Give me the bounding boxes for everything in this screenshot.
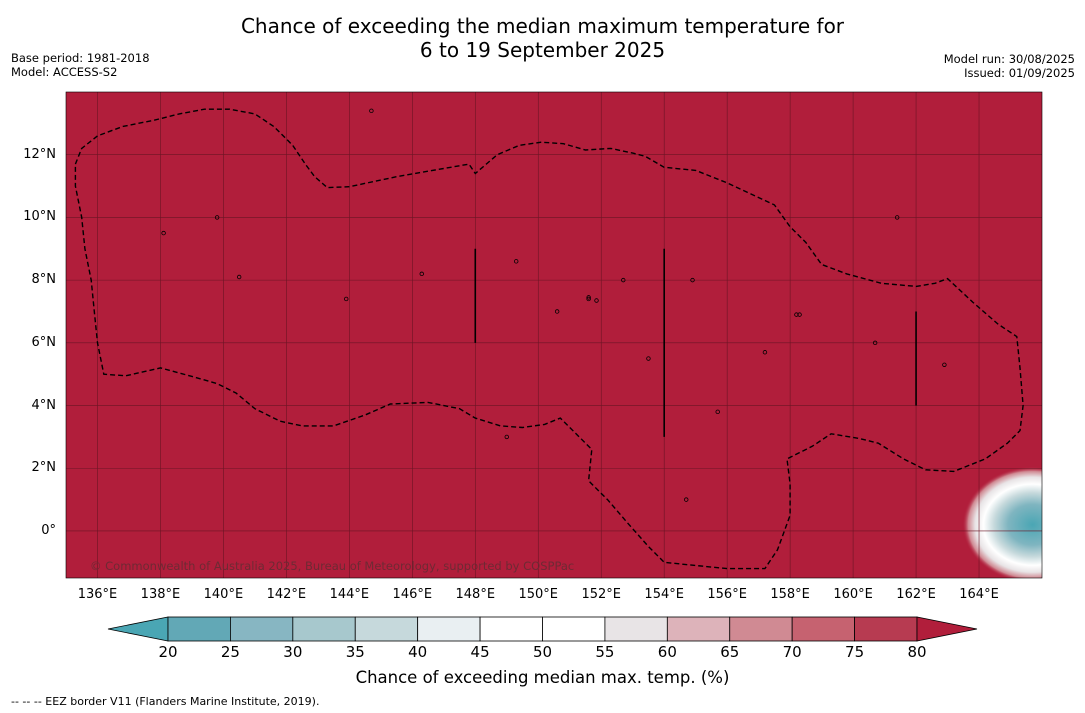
colorbar-tick-label: 80 bbox=[907, 643, 927, 661]
x-tick-label: 140°E bbox=[203, 587, 244, 602]
colorbar-tick-label: 70 bbox=[782, 643, 802, 661]
colorbar-bin bbox=[354, 616, 419, 642]
colorbar-tick-label: 65 bbox=[720, 643, 740, 661]
base-period-text: Base period: 1981-2018 bbox=[11, 51, 150, 65]
footer-eez-note: -- -- -- EEZ border V11 (Flanders Marine… bbox=[11, 695, 320, 708]
island-outline bbox=[621, 277, 626, 283]
x-tick-label: 142°E bbox=[266, 587, 307, 602]
island-outline bbox=[419, 271, 424, 277]
colorbar-bin bbox=[230, 616, 294, 642]
colorbar-bin bbox=[292, 616, 356, 642]
island-outline bbox=[214, 215, 220, 220]
x-tick-label: 164°E bbox=[959, 587, 999, 602]
colorbar-tick-label: 25 bbox=[220, 643, 240, 661]
colorbar-bin bbox=[854, 616, 918, 642]
island-outline bbox=[715, 409, 720, 415]
colorbar-tick-label: 75 bbox=[845, 643, 865, 661]
island-outline bbox=[554, 309, 560, 314]
y-tick-label: 8°N bbox=[31, 272, 57, 288]
graticule bbox=[66, 92, 1042, 578]
colorbar-bin bbox=[666, 616, 731, 642]
island-outline bbox=[797, 312, 802, 317]
island-outline bbox=[586, 296, 591, 302]
colorbar-bin bbox=[791, 616, 855, 642]
island-outline bbox=[942, 362, 947, 367]
island-outline bbox=[344, 296, 349, 302]
colorbar-below-arrow bbox=[107, 616, 169, 642]
colorbar-label: Chance of exceeding median max. temp. (%… bbox=[355, 668, 730, 687]
colorbar-tick-label: 30 bbox=[283, 643, 303, 661]
x-tick-label: 138°E bbox=[140, 587, 181, 602]
colorbar-bin bbox=[604, 616, 668, 642]
cool-anomaly-region bbox=[962, 466, 1042, 578]
colorbar-above-arrow bbox=[916, 616, 978, 642]
meta-left: Base period: 1981-2018 Model: ACCESS-S2 bbox=[11, 51, 150, 79]
coastlines bbox=[161, 108, 947, 502]
y-tick-label: 10°N bbox=[23, 209, 56, 225]
colorbar-tick-label: 60 bbox=[657, 643, 677, 661]
x-tick-label: 162°E bbox=[896, 587, 936, 602]
colorbar-tick-label: 20 bbox=[158, 643, 178, 661]
issued-text: Issued: 01/09/2025 bbox=[964, 66, 1075, 80]
island-outline bbox=[504, 434, 509, 440]
island-outline bbox=[586, 295, 591, 300]
x-tick-label: 146°E bbox=[392, 587, 433, 602]
y-tick-label: 6°N bbox=[31, 334, 57, 350]
island-outline bbox=[894, 215, 900, 220]
anomaly-layer bbox=[962, 466, 1042, 578]
colorbar-bin bbox=[479, 616, 543, 642]
island-outline bbox=[161, 230, 166, 236]
island-outline bbox=[794, 312, 799, 317]
x-tick-label: 160°E bbox=[833, 587, 873, 602]
x-tick-label: 154°E bbox=[644, 587, 684, 602]
colorbar-tick-label: 45 bbox=[470, 643, 490, 661]
island-outline bbox=[514, 259, 519, 264]
eez-border-line bbox=[74, 108, 1024, 570]
island-outline bbox=[594, 298, 599, 303]
island-outline bbox=[646, 356, 651, 361]
title-line-2: 6 to 19 September 2025 bbox=[419, 38, 666, 62]
colorbar-bin bbox=[417, 616, 481, 642]
island-outline bbox=[872, 340, 878, 346]
colorbar-tick-label: 55 bbox=[595, 643, 615, 661]
y-tick-label: 2°N bbox=[31, 460, 57, 476]
island-outline bbox=[236, 274, 242, 280]
island-outline bbox=[369, 108, 374, 114]
y-tick-label: 0° bbox=[41, 522, 56, 538]
model-run-text: Model run: 30/08/2025 bbox=[943, 52, 1075, 66]
x-tick-label: 144°E bbox=[329, 587, 370, 602]
colorbar-bin bbox=[729, 616, 793, 642]
island-outline bbox=[684, 497, 689, 502]
map-background bbox=[66, 92, 1042, 578]
island-outline bbox=[762, 350, 768, 355]
map-frame bbox=[65, 91, 1043, 579]
island-outline bbox=[690, 277, 695, 283]
colorbar-bin bbox=[167, 616, 231, 642]
y-tick-label: 12°N bbox=[23, 146, 56, 162]
x-tick-label: 148°E bbox=[455, 587, 496, 602]
copyright-text: © Commonwealth of Australia 2025, Bureau… bbox=[90, 559, 575, 573]
meta-right: Model run: 30/08/2025 Issued: 01/09/2025 bbox=[944, 52, 1075, 80]
map-title: Chance of exceeding the median maximum t… bbox=[0, 14, 1085, 62]
colorbar-tick-label: 40 bbox=[408, 643, 428, 661]
colorbar-tick-label: 50 bbox=[532, 643, 553, 661]
x-tick-label: 152°E bbox=[581, 587, 621, 602]
x-tick-label: 136°E bbox=[77, 587, 118, 602]
colorbar-tick-label: 35 bbox=[345, 643, 365, 661]
eez-segments bbox=[474, 248, 917, 437]
title-line-1: Chance of exceeding the median maximum t… bbox=[240, 14, 845, 38]
y-tick-label: 4°N bbox=[31, 397, 57, 413]
model-text: Model: ACCESS-S2 bbox=[11, 65, 118, 79]
x-tick-label: 150°E bbox=[518, 587, 559, 602]
x-tick-label: 158°E bbox=[770, 587, 810, 602]
colorbar-bin bbox=[542, 616, 606, 642]
x-tick-label: 156°E bbox=[707, 587, 747, 602]
